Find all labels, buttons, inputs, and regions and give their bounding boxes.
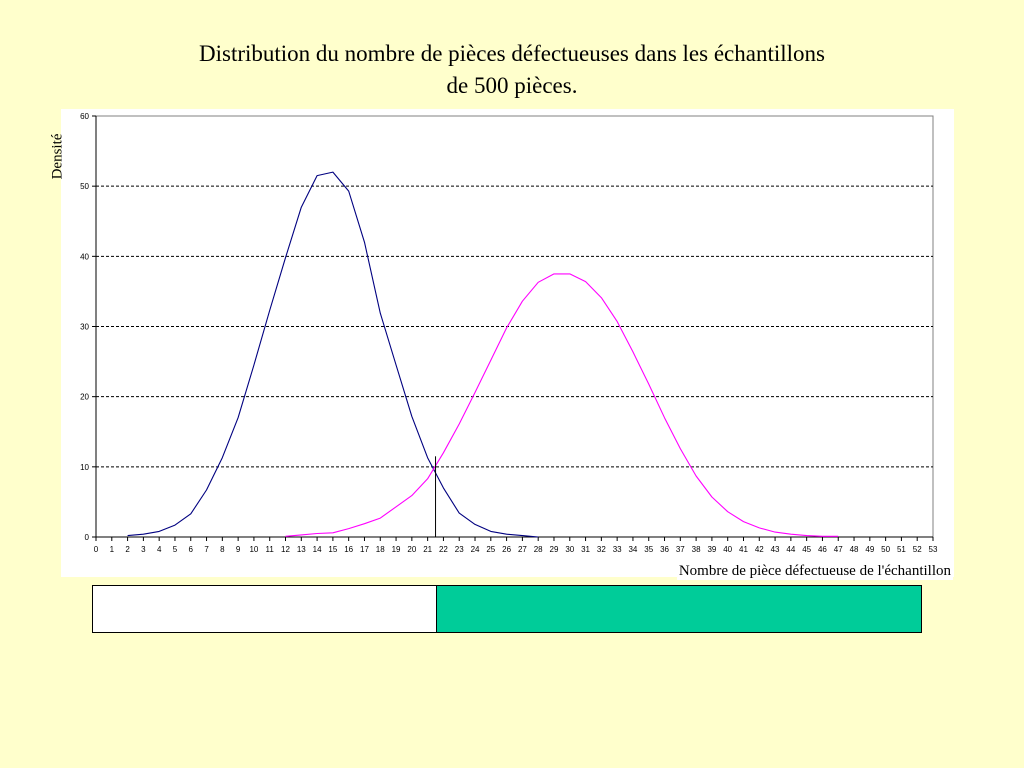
chart-area: 0 10 20 30 40 50 60 0 1 2 3 4 5 6 7 8 9 10 11 12 13 14 15 16 17 1… — [61, 109, 954, 577]
page-title: Distribution du nombre de pièces défectu… — [0, 38, 1024, 102]
x-tick-label-10: 10 — [249, 545, 258, 554]
x-tick-label-42: 42 — [755, 545, 764, 554]
x-tick-label-9: 9 — [236, 545, 241, 554]
x-tick-label-25: 25 — [486, 545, 495, 554]
y-axis-label: Densité — [49, 133, 66, 180]
x-tick-label-51: 51 — [897, 545, 906, 554]
decision-bar-reject-zone — [436, 586, 921, 632]
x-tick-label-48: 48 — [850, 545, 859, 554]
x-tick-label-28: 28 — [534, 545, 543, 554]
x-tick-label-21: 21 — [423, 545, 432, 554]
x-tick-label-8: 8 — [220, 545, 225, 554]
y-tick-label-20: 20 — [80, 393, 89, 402]
series-line-2 — [285, 273, 839, 537]
decision-bar-accept-zone — [93, 586, 437, 632]
x-tick-label-19: 19 — [392, 545, 401, 554]
x-tick-label-33: 33 — [613, 545, 622, 554]
y-tick-label-10: 10 — [80, 463, 89, 472]
x-tick-label-15: 15 — [328, 545, 337, 554]
x-tick-label-5: 5 — [173, 545, 178, 554]
x-tick-label-20: 20 — [407, 545, 416, 554]
x-tick-label-36: 36 — [660, 545, 669, 554]
x-tick-label-4: 4 — [157, 545, 162, 554]
x-tick-label-31: 31 — [581, 545, 590, 554]
title-line-1: Distribution du nombre de pièces défectu… — [199, 41, 825, 66]
x-tick-label-47: 47 — [834, 545, 843, 554]
x-tick-label-43: 43 — [771, 545, 780, 554]
x-tick-label-23: 23 — [455, 545, 464, 554]
x-tick-label-39: 39 — [707, 545, 716, 554]
x-tick-label-12: 12 — [281, 545, 290, 554]
x-tick-label-37: 37 — [676, 545, 685, 554]
x-tick-label-11: 11 — [266, 545, 275, 554]
y-tick-label-40: 40 — [80, 252, 89, 261]
x-tick-label-44: 44 — [786, 545, 795, 554]
x-tick-label-1: 1 — [110, 545, 115, 554]
x-tick-label-38: 38 — [692, 545, 701, 554]
x-tick-label-6: 6 — [189, 545, 194, 554]
x-axis-label: Nombre de pièce défectueuse de l'échanti… — [676, 563, 953, 580]
x-tick-label-24: 24 — [471, 545, 480, 554]
x-tick-label-27: 27 — [518, 545, 527, 554]
x-tick-label-32: 32 — [597, 545, 606, 554]
x-tick-label-16: 16 — [344, 545, 353, 554]
x-tick-label-14: 14 — [313, 545, 322, 554]
x-tick-label-45: 45 — [802, 545, 811, 554]
x-tick-label-29: 29 — [550, 545, 559, 554]
title-line-2: de 500 pièces. — [446, 73, 578, 98]
x-tick-label-26: 26 — [502, 545, 511, 554]
x-tick-label-0: 0 — [94, 545, 99, 554]
y-tick-label-60: 60 — [80, 112, 89, 121]
x-tick-label-17: 17 — [360, 545, 369, 554]
y-tick-label-30: 30 — [80, 323, 89, 332]
x-tick-label-40: 40 — [723, 545, 732, 554]
x-tick-label-7: 7 — [204, 545, 209, 554]
x-tick-label-52: 52 — [913, 545, 922, 554]
series-line-1 — [127, 171, 539, 538]
x-tick-label-46: 46 — [818, 545, 827, 554]
x-tick-label-18: 18 — [376, 545, 385, 554]
x-tick-label-2: 2 — [125, 545, 130, 554]
decision-bar — [92, 585, 922, 633]
y-tick-label-0: 0 — [85, 533, 90, 542]
x-tick-label-34: 34 — [628, 545, 637, 554]
x-tick-label-41: 41 — [739, 545, 748, 554]
x-tick-label-3: 3 — [141, 545, 146, 554]
x-tick-label-53: 53 — [929, 545, 938, 554]
x-tick-label-49: 49 — [865, 545, 874, 554]
x-tick-label-22: 22 — [439, 545, 448, 554]
x-tick-label-35: 35 — [644, 545, 653, 554]
x-tick-label-13: 13 — [297, 545, 306, 554]
y-tick-label-50: 50 — [80, 182, 89, 191]
x-tick-label-50: 50 — [881, 545, 890, 554]
x-tick-label-30: 30 — [565, 545, 574, 554]
